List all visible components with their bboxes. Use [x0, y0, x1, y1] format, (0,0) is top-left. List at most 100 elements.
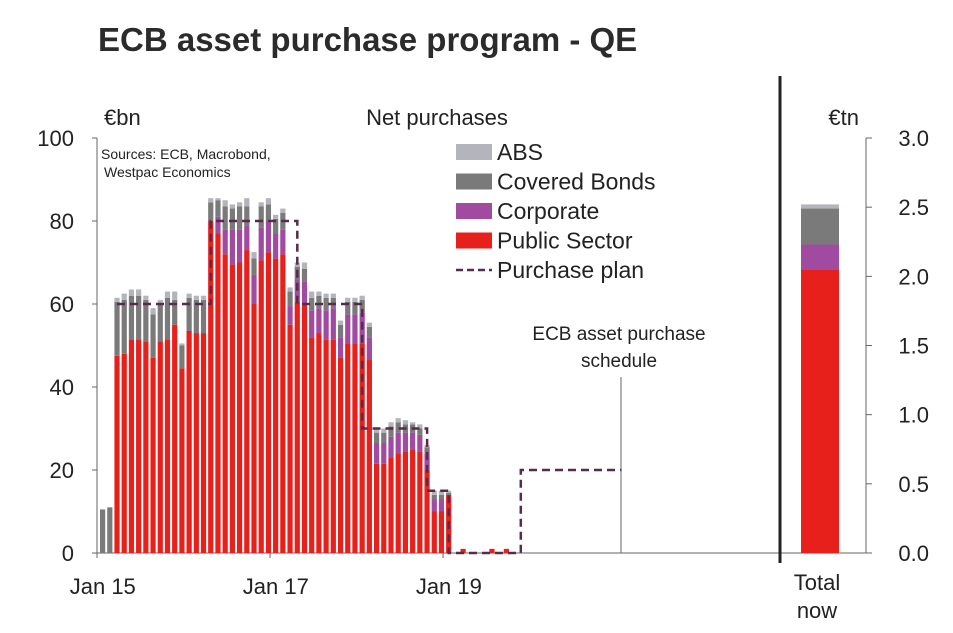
bar-public-sector	[143, 341, 149, 553]
total-bar-public-sector	[801, 269, 839, 553]
bar-abs	[244, 198, 250, 207]
bar-abs	[179, 343, 185, 346]
bar-abs	[373, 428, 380, 433]
bar-abs	[215, 198, 221, 201]
right-y-tick-label: 1.0	[898, 403, 929, 428]
bar-public-sector	[431, 511, 437, 553]
bar-covered-bonds	[150, 314, 156, 358]
bar-corporate	[309, 310, 315, 338]
total-now-bar	[801, 204, 839, 553]
bar-covered-bonds	[287, 291, 293, 307]
bar-corporate	[431, 499, 437, 512]
bar-corporate	[222, 229, 228, 255]
bar-covered-bonds	[251, 258, 257, 275]
legend-swatch-corporate	[456, 203, 492, 219]
bar-covered-bonds	[128, 295, 135, 340]
bar-public-sector	[316, 333, 322, 553]
bar-abs	[186, 293, 192, 298]
bar-public-sector	[150, 357, 156, 553]
bar-covered-bonds	[424, 447, 430, 454]
bar-covered-bonds	[381, 432, 387, 444]
legend: ABS Covered Bonds Corporate Public Sector Pu…	[456, 139, 656, 283]
bar-public-sector	[438, 511, 445, 553]
bar-covered-bonds	[179, 345, 185, 369]
bar-public-sector	[164, 339, 171, 553]
bar-abs	[121, 293, 127, 300]
bar-public-sector	[410, 449, 416, 553]
left-axis-unit: €bn	[104, 105, 141, 130]
total-label-line-1: Total	[794, 570, 840, 595]
bar-corporate	[236, 229, 243, 263]
legend-swatch-abs	[456, 144, 492, 160]
bar-abs	[301, 262, 308, 269]
bar-abs	[446, 490, 452, 493]
bar-public-sector	[258, 260, 264, 553]
left-y-tick-label: 40	[50, 375, 74, 400]
bar-public-sector	[114, 355, 120, 553]
bar-abs	[381, 428, 387, 433]
bar-public-sector	[251, 304, 257, 553]
bar-public-sector	[236, 262, 243, 553]
source-line-2: Westpac Economics	[104, 164, 231, 180]
source-line-1: Sources: ECB, Macrobond,	[101, 146, 271, 162]
right-y-tick-label: 2.5	[898, 195, 929, 220]
left-y-tick-label: 0	[62, 541, 74, 566]
bar-covered-bonds	[301, 268, 308, 282]
bar-abs	[323, 293, 329, 298]
bar-public-sector	[208, 221, 214, 553]
bar-covered-bonds	[417, 428, 423, 435]
bar-corporate	[366, 337, 372, 361]
bar-abs	[388, 422, 394, 427]
left-y-tick-label: 20	[50, 458, 74, 483]
bar-covered-bonds	[244, 206, 250, 226]
bar-abs	[352, 297, 358, 302]
bar-public-sector	[489, 548, 495, 553]
bar-corporate	[258, 227, 264, 261]
bar-covered-bonds	[172, 299, 178, 325]
bar-corporate	[301, 281, 308, 304]
bar-corporate	[438, 499, 445, 512]
bar-abs	[359, 295, 365, 300]
schedule-annotation-line-2: schedule	[581, 351, 657, 372]
bar-covered-bonds	[446, 492, 452, 495]
bar-corporate	[273, 233, 279, 259]
x-axis: Jan 15 Jan 17 Jan 19	[70, 553, 482, 599]
bar-covered-bonds	[208, 202, 214, 221]
bar-public-sector	[244, 250, 250, 554]
total-label-line-2: now	[797, 598, 837, 623]
right-y-tick-label: 1.5	[898, 334, 929, 359]
bar-abs	[193, 295, 199, 300]
bar-public-sector	[381, 463, 387, 553]
bar-covered-bonds	[316, 295, 322, 309]
bar-corporate	[395, 432, 401, 454]
bar-abs	[366, 322, 372, 327]
bar-public-sector	[128, 339, 135, 553]
bar-corporate	[388, 436, 394, 458]
bar-abs	[410, 422, 416, 425]
bar-covered-bonds	[273, 218, 279, 234]
bar-abs	[229, 204, 235, 209]
x-tick-label: Jan 15	[70, 574, 136, 599]
bar-corporate	[337, 337, 344, 358]
bar-public-sector	[309, 337, 315, 553]
bar-public-sector	[301, 304, 308, 553]
bar-covered-bonds	[236, 206, 243, 230]
bar-public-sector	[395, 453, 401, 553]
bar-covered-bonds	[359, 299, 365, 313]
bar-corporate	[215, 216, 221, 234]
bar-covered-bonds	[114, 301, 120, 356]
bar-public-sector	[460, 548, 466, 553]
bar-corporate	[352, 314, 358, 344]
right-y-axis: 0.0 0.5 1.0 1.5 2.0 2.5 3.0	[866, 126, 929, 566]
bar-abs	[273, 214, 279, 219]
bar-corporate	[280, 229, 286, 255]
bar-covered-bonds	[229, 208, 235, 230]
bar-covered-bonds	[200, 299, 207, 334]
bar-corporate	[330, 308, 336, 340]
bar-corporate	[410, 432, 416, 450]
bar-covered-bonds	[438, 494, 445, 500]
bar-abs	[200, 295, 207, 300]
bar-abs	[287, 287, 293, 292]
chart-subtitle: Net purchases	[366, 105, 508, 130]
legend-label: Public Sector	[497, 228, 633, 254]
